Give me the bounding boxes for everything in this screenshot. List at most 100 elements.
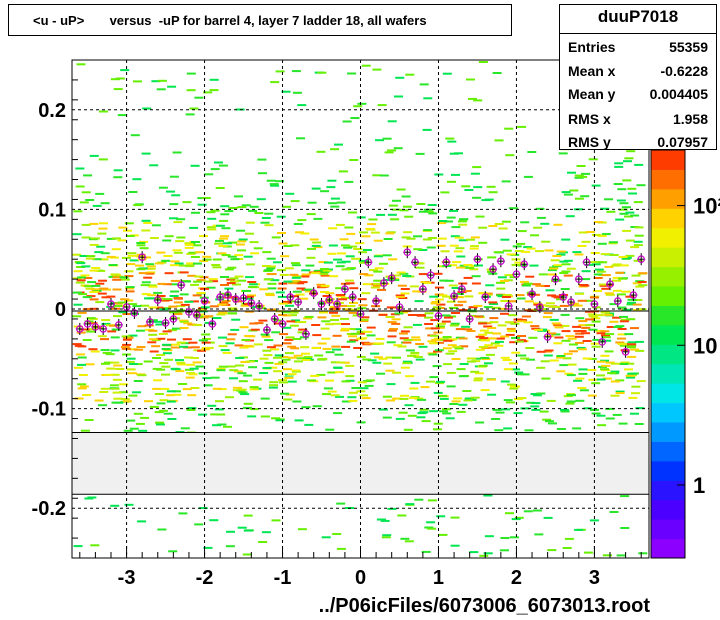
heatmap-cell (259, 372, 269, 374)
heatmap-cell (374, 267, 384, 270)
heatmap-cell (81, 223, 91, 226)
heatmap-cell (431, 301, 441, 303)
heatmap-cell (572, 427, 582, 430)
heatmap-cell (452, 345, 462, 348)
heatmap-cell (269, 384, 279, 387)
heatmap-cell (260, 397, 270, 400)
heatmap-cell (133, 363, 143, 366)
heatmap-cell (588, 158, 598, 161)
heatmap-cell (625, 211, 635, 214)
heatmap-cell (545, 305, 555, 308)
heatmap-cell (403, 428, 413, 431)
heatmap-cell (253, 247, 263, 250)
heatmap-cell (136, 242, 146, 244)
heatmap-cell (243, 344, 253, 347)
heatmap-cell (162, 283, 172, 286)
heatmap-cell (325, 379, 334, 382)
heatmap-cell (325, 323, 335, 326)
heatmap-cell (372, 361, 382, 364)
heatmap-cell (514, 261, 524, 264)
profile-point (239, 294, 248, 302)
heatmap-cell (240, 304, 250, 307)
heatmap-cell (159, 399, 169, 402)
heatmap-cell (232, 283, 241, 286)
heatmap-cell (390, 218, 400, 221)
heatmap-cell (530, 405, 540, 408)
heatmap-cell (286, 320, 296, 323)
heatmap-cell (381, 536, 391, 539)
heatmap-cell (171, 343, 181, 346)
heatmap-cell (176, 305, 186, 308)
heatmap-cell (578, 175, 588, 178)
heatmap-cell (345, 282, 355, 285)
heatmap-cell (402, 341, 412, 344)
heatmap-cell (616, 199, 626, 202)
heatmap-cell (442, 336, 452, 338)
heatmap-cell (144, 400, 153, 403)
heatmap-cell (634, 234, 644, 237)
heatmap-cell (350, 117, 360, 119)
heatmap-cell (608, 242, 618, 245)
heatmap-cell (399, 397, 409, 400)
heatmap-cell (449, 209, 458, 212)
heatmap-cell (591, 320, 601, 323)
heatmap-cell (92, 204, 102, 207)
heatmap-cell (443, 363, 453, 366)
heatmap-cell (561, 330, 571, 333)
heatmap-cell (447, 140, 457, 143)
heatmap-cell (267, 287, 277, 290)
heatmap-cell (410, 381, 420, 384)
heatmap-cell (382, 534, 392, 537)
heatmap-cell (269, 183, 279, 186)
heatmap-cell (438, 294, 448, 297)
heatmap-cell (527, 151, 537, 153)
heatmap-cell (98, 279, 107, 282)
heatmap-cell (300, 346, 310, 349)
palette-swatch (651, 169, 685, 190)
heatmap-cell (166, 400, 176, 403)
heatmap-cell (573, 379, 583, 382)
heatmap-cell (398, 297, 408, 299)
heatmap-cell (400, 288, 410, 290)
heatmap-cell (559, 304, 569, 307)
heatmap-cell (565, 402, 575, 405)
heatmap-cell (526, 291, 536, 294)
heatmap-cell (142, 107, 152, 110)
heatmap-cell (274, 354, 284, 357)
heatmap-cell (383, 362, 393, 365)
heatmap-cell (237, 279, 247, 282)
profile-point (153, 296, 162, 304)
heatmap-cell (485, 284, 495, 287)
profile-point (497, 257, 505, 265)
profile-point (559, 293, 568, 301)
heatmap-cell (224, 268, 234, 271)
heatmap-cell (524, 300, 534, 303)
profile-point (395, 303, 404, 311)
heatmap-cell (127, 254, 137, 257)
heatmap-cell (110, 387, 120, 390)
heatmap-cell (262, 251, 272, 254)
heatmap-cell (206, 211, 216, 214)
heatmap-cell (284, 352, 294, 355)
heatmap-cell (445, 352, 455, 355)
heatmap-cell (187, 394, 197, 397)
heatmap-cell (553, 342, 563, 345)
heatmap-cell (575, 377, 585, 380)
heatmap-cell (412, 290, 422, 293)
heatmap-cell (357, 102, 367, 105)
heatmap-cell (456, 410, 466, 413)
heatmap-cell (448, 350, 458, 353)
z-tick-label: 10² (693, 194, 720, 219)
heatmap-cell (565, 335, 575, 338)
heatmap-cell (561, 339, 571, 342)
heatmap-cell (292, 91, 302, 94)
heatmap-cell (577, 330, 587, 332)
heatmap-cell (73, 270, 83, 273)
heatmap-cell (454, 347, 464, 350)
heatmap-cell (210, 413, 220, 416)
heatmap-cell (227, 255, 237, 258)
heatmap-cell (229, 277, 239, 280)
heatmap-cell (344, 180, 354, 183)
heatmap-cell (188, 373, 198, 376)
heatmap-cell (136, 346, 146, 348)
